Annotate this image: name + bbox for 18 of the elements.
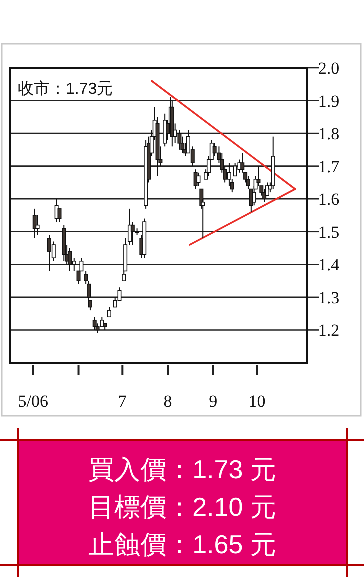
y-tick-label: 1.7 xyxy=(318,157,340,176)
x-tick-label: 7 xyxy=(118,392,128,411)
y-tick-label: 1.5 xyxy=(318,222,340,242)
x-tick-label: 9 xyxy=(209,392,218,411)
annotation: 收市：1.73元 xyxy=(18,80,114,98)
text: 買入價：1.73 元 xyxy=(88,454,276,485)
y-tick-label: 1.3 xyxy=(318,288,340,308)
y-tick-label: 2.0 xyxy=(318,59,340,78)
text: 止蝕價：1.65 元 xyxy=(88,529,276,560)
y-tick-label: 1.6 xyxy=(318,190,340,210)
y-tick-label: 1.2 xyxy=(318,321,340,340)
x-tick-label: 5/06 xyxy=(18,392,49,411)
x-tick-label: 8 xyxy=(164,392,172,411)
y-tick-label: 1.8 xyxy=(318,124,340,144)
x-tick-label: 10 xyxy=(248,392,266,411)
y-tick-label: 1.9 xyxy=(318,92,340,111)
text: 目標價：2.10 元 xyxy=(88,492,276,522)
y-tick-label: 1.4 xyxy=(318,256,340,275)
